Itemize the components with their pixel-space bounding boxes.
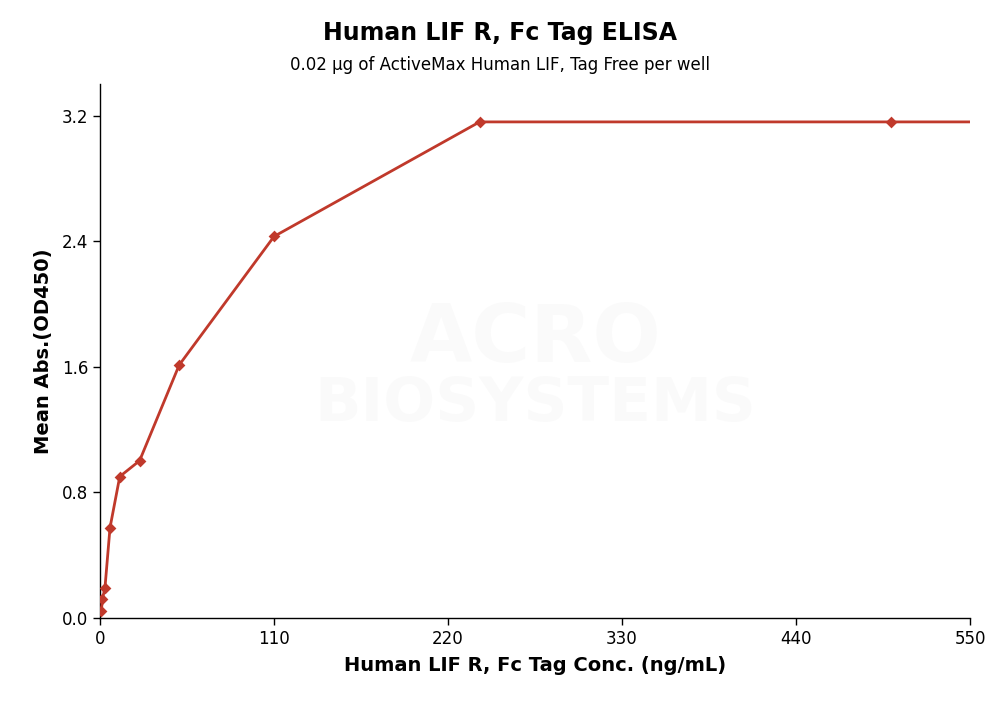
Point [93,606,109,617]
Text: BIOSYSTEMS: BIOSYSTEMS [314,375,756,434]
Y-axis label: Mean Abs.(OD450): Mean Abs.(OD450) [34,249,53,453]
Point [266,231,282,242]
X-axis label: Human LIF R, Fc Tag Conc. (ng/mL): Human LIF R, Fc Tag Conc. (ng/mL) [344,656,726,675]
Point [94,593,110,604]
Point [132,455,148,466]
Point [102,523,118,534]
Point [112,471,128,482]
Text: Human LIF R, Fc Tag ELISA: Human LIF R, Fc Tag ELISA [323,21,677,45]
Point [472,117,488,128]
Text: 0.02 μg of ActiveMax Human LIF, Tag Free per well: 0.02 μg of ActiveMax Human LIF, Tag Free… [290,56,710,74]
Point [97,583,113,594]
Point [171,359,187,371]
Point [883,117,899,128]
Text: ACRO: ACRO [409,301,661,379]
